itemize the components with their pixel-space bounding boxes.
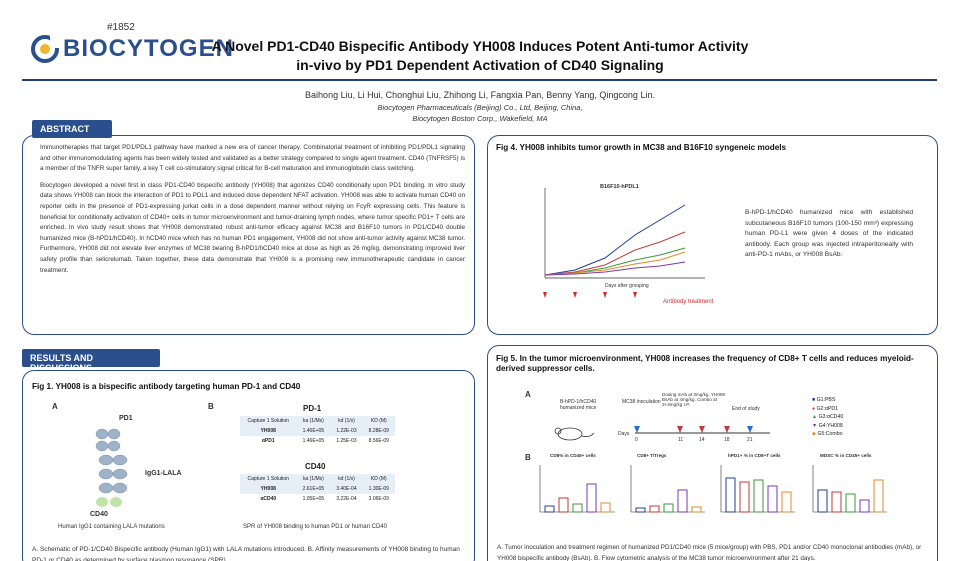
abstract-text: Immunotherapies that target PD1/PDL1 pat… — [40, 143, 465, 282]
fig5-title: Fig 5. In the tumor microenvironment, YH… — [496, 354, 914, 373]
cd40-domain-label: CD40 — [90, 511, 108, 518]
fig5-dosing-label: Dosing mAb at 3mg/kg, YH008 BsAb at 4mg/… — [662, 392, 725, 407]
fig1-legend: A. Schematic of PD-1/CD40 Bispecific ant… — [32, 546, 460, 561]
fig5-panel — [487, 345, 938, 561]
table-cell: 1.05E+05 — [302, 496, 325, 502]
fig1-title: Fig 1. YH008 is a bispecific antibody ta… — [32, 382, 301, 391]
fig4-tumor-growth-chart — [543, 188, 705, 298]
poster-number: #1852 — [107, 22, 135, 33]
poster-title: A Novel PD1-CD40 Bispecific Antibody YH0… — [200, 37, 760, 75]
fig5-bar-plots — [539, 465, 887, 513]
table-cell: 1.46E+05 — [302, 438, 325, 444]
table-cell: 1.46E+05 — [296, 426, 331, 436]
fig5-days-label: Days — [618, 431, 630, 437]
table-cell: 3.06E-09 — [368, 496, 389, 502]
table-row: αCD40 1.05E+05 3.22E-04 3.06E-09 — [240, 494, 395, 504]
antibody-schematic — [95, 428, 128, 507]
fig5-caption: A. Tumor inoculation and treatment regim… — [497, 544, 922, 561]
table-cell: 2.61E+05 — [296, 484, 331, 494]
table-header-row: Capture 1 Solution ka (1/Ms) kd (1/s) KD… — [240, 474, 395, 484]
fig5-mouse-label: B-hPD-1/hCD40 humanized mice — [560, 399, 597, 411]
fig4-xlabel: Days after grouping — [605, 283, 649, 289]
abstract-paragraph-1: Immunotherapies that target PD1/PDL1 pat… — [40, 144, 465, 173]
schematic-caption: Human IgG1 containing LALA mutations — [58, 524, 165, 530]
abstract-paragraph-2: Biocytogen developed a novel first in cl… — [40, 181, 465, 274]
legend-item: ▲ G3:αCD40 — [812, 414, 844, 420]
table-cell: 1.30E-09 — [362, 484, 395, 494]
cd40-table-title: CD40 — [305, 462, 326, 471]
fig5-inoculation-label: MC38 inoculation — [622, 399, 661, 405]
table-cell: 1.22E-03 — [330, 426, 363, 436]
pd1-domain-label: PD1 — [119, 415, 133, 422]
pd1-table-title: PD-1 — [303, 404, 322, 413]
table-header: Capture 1 Solution — [240, 474, 297, 484]
results-panel — [22, 370, 475, 561]
legend-item: ● G2:αPD1 — [812, 405, 839, 412]
fig4-panel — [487, 135, 938, 335]
table-cell: 1.25E-03 — [336, 438, 357, 444]
table-row: αPD1 1.46E+05 1.25E-03 8.56E-09 — [240, 436, 395, 446]
fig4-treatment-label: Antibody treatment — [663, 299, 714, 305]
table-header: kd (1/s) — [330, 474, 363, 484]
fig5-legend: ■ G1:PBS ● G2:αPD1 ▲ G3:αCD40 ▼ G4:YH008… — [812, 396, 843, 439]
abstract-panel — [22, 135, 475, 335]
fig4-description: B-hPD-1/hCD40 humanized mice with establ… — [745, 209, 913, 258]
biocytogen-logo: BIOCYTOGEN #1852 — [30, 22, 234, 64]
table-header: kd (1/s) — [330, 416, 363, 426]
day-tick: 14 — [699, 437, 705, 443]
table-header-row: Capture 1 Solution ka (1/Ms) kd (1/s) KD… — [240, 416, 395, 426]
table-cell: αPD1 — [261, 438, 275, 444]
affiliation-beijing: Biocytogen Pharmaceuticals (Beijing) Co.… — [377, 103, 583, 112]
day-tick: 18 — [724, 437, 730, 443]
fig4-chart-title: B16F10-hPDL1 — [600, 184, 639, 190]
day-tick: 11 — [678, 437, 684, 443]
table-cell: αCD40 — [260, 496, 277, 502]
table-row: YH008 1.46E+05 1.22E-03 8.28E-09 — [240, 426, 395, 436]
title-line-2: in-vivo by PD1 Dependent Activation of C… — [296, 57, 664, 73]
poster-header: BIOCYTOGEN #1852 A Novel PD1-CD40 Bispec… — [0, 0, 963, 81]
fig1-panel-a-label: A — [52, 402, 58, 411]
table-caption: SPR of YH008 binding to human PD1 or hum… — [243, 524, 387, 530]
table-header: ka (1/Ms) — [296, 416, 331, 426]
fig5-panel-a-label: A — [525, 390, 531, 399]
table-cell: 8.28E-09 — [362, 426, 395, 436]
legend-item: ◆ G5:Combo — [812, 431, 843, 437]
table-header: Capture 1 Solution — [240, 416, 297, 426]
mouse-icon — [554, 427, 595, 441]
results-label: RESULTS AND DISCUSSIONS — [22, 349, 160, 373]
table-header: KD (M) — [362, 416, 395, 426]
subplot-title: CD8% in CD45+ cells — [550, 453, 596, 458]
cd40-affinity-table: Capture 1 Solution ka (1/Ms) kd (1/s) KD… — [240, 474, 395, 504]
affiliation-boston: Biocytogen Boston Corp., Wakefield, MA — [412, 114, 548, 123]
table-cell: 8.56E-09 — [368, 438, 389, 444]
author-list: Baihong Liu, Li Hui, Chonghui Liu, Zhiho… — [305, 90, 655, 100]
subplot-title: MDSC % in CD45+ cells — [820, 453, 872, 458]
abstract-label: ABSTRACT — [32, 120, 112, 138]
table-cell: YH008 — [240, 426, 297, 436]
header-divider — [22, 79, 937, 81]
logo-text: BIOCYTOGEN — [63, 35, 234, 62]
fig5-end-label: End of study — [732, 406, 760, 412]
table-header: KD (M) — [362, 474, 395, 484]
legend-item: ■ G1:PBS — [812, 397, 836, 403]
table-cell: 3.40E-04 — [330, 484, 363, 494]
fig5-timeline — [554, 426, 770, 441]
logo-mark-icon — [31, 34, 60, 63]
legend-item: ▼ G4:YH008 — [812, 422, 843, 429]
subplot-title: hPD1+ % in CD8+T cells — [728, 453, 781, 458]
title-line-1: A Novel PD1-CD40 Bispecific Antibody YH0… — [211, 38, 749, 54]
table-cell: 3.22E-04 — [336, 496, 357, 502]
fig1-panel-b-label: B — [208, 402, 214, 411]
table-row: YH008 2.61E+05 3.40E-04 1.30E-09 — [240, 484, 395, 494]
igg1-lala-label: IgG1-LALA — [145, 470, 182, 477]
day-tick: 0 — [635, 437, 638, 443]
table-cell: YH008 — [240, 484, 297, 494]
fig4-title: Fig 4. YH008 inhibits tumor growth in MC… — [496, 143, 787, 152]
subplot-title: CD8+ T/Tregs — [637, 453, 667, 458]
pd1-affinity-table: Capture 1 Solution ka (1/Ms) kd (1/s) KD… — [240, 416, 395, 446]
fig5-panel-b-label: B — [525, 453, 531, 462]
day-tick: 21 — [747, 437, 753, 443]
affiliations: Biocytogen Pharmaceuticals (Beijing) Co.… — [250, 102, 710, 124]
table-header: ka (1/Ms) — [296, 474, 331, 484]
